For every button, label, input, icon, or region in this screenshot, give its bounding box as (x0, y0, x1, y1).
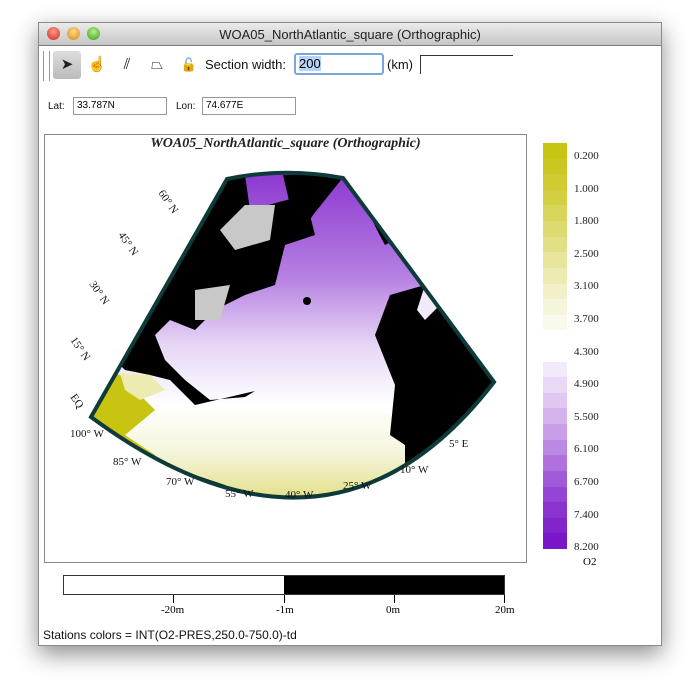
lon-label-10w: 10° W (400, 464, 429, 476)
toolbar-grip[interactable] (43, 51, 50, 81)
colorbar-swatch (543, 502, 567, 519)
colorbar-swatch (543, 377, 567, 394)
ruler-icon[interactable]: ⫽ (123, 56, 131, 73)
toolbar: ➤ ☝ ⫽ ⏢ 🔓 Section width: 200 (km) (43, 49, 653, 83)
colorbar-swatch (543, 439, 567, 456)
lat-label: Lat: (48, 101, 65, 112)
scale-ticks: -20m -1m 0m 20m (39, 595, 663, 625)
scale-bar (63, 575, 505, 595)
app-window: WOA05_NorthAtlantic_square (Orthographic… (38, 22, 662, 646)
colorbar-swatch (543, 361, 567, 378)
colorbar-label: 6.100 (574, 443, 599, 456)
colorbar-swatch (543, 424, 567, 441)
colorbar-label: 2.500 (574, 247, 599, 260)
zoom-button[interactable] (87, 27, 100, 40)
map-panel[interactable]: WOA05_NorthAtlantic_square (Orthographic… (44, 134, 527, 563)
lon-label-5e: 5° E (449, 438, 469, 450)
lon-label: Lon: (176, 101, 196, 112)
map-title: WOA05_NorthAtlantic_square (Orthographic… (150, 136, 421, 151)
colorbar-swatch (543, 408, 567, 425)
lon-label-25w: 25° W (343, 480, 372, 492)
colorbar-swatch (543, 299, 567, 316)
scale-tick-neg1: -1m (276, 604, 294, 616)
select-arrow-icon[interactable]: ➤ (53, 51, 81, 79)
colorbar-swatch (543, 236, 567, 253)
gulf-of-mexico (120, 373, 165, 400)
lat-label-eq: EQ (68, 392, 86, 411)
hand-pan-icon[interactable]: ☝ (87, 56, 107, 73)
colorbar-label: 4.900 (574, 378, 599, 391)
colorbar-swatch (543, 267, 567, 285)
status-text: Stations colors = INT(O2-PRES,250.0-750.… (43, 628, 297, 642)
labrador-coast (220, 205, 275, 250)
lon-label-70w: 70° W (166, 476, 195, 488)
lon-field[interactable]: 74.677E (202, 97, 296, 115)
close-button[interactable] (47, 27, 60, 40)
colorbar-swatch (543, 330, 567, 347)
extra-input[interactable] (420, 55, 513, 74)
scale-tick-mark (284, 595, 285, 603)
lon-label-55w: 55° W (225, 488, 254, 500)
colorbar-label: 8.200 (574, 541, 599, 554)
colorbar-swatch (543, 392, 567, 409)
greenland-land (283, 175, 345, 230)
map-frame (88, 170, 497, 500)
scale-tick-mark (504, 595, 505, 603)
colorbar-label: 3.700 (574, 313, 599, 325)
section-width-input[interactable]: 200 (294, 53, 384, 75)
station-marker[interactable] (303, 297, 311, 305)
title-bar: WOA05_NorthAtlantic_square (Orthographic… (39, 23, 661, 46)
colorbar-label: 3.100 (574, 280, 599, 293)
minimize-button[interactable] (67, 27, 80, 40)
lat-label-15n: 15° N (68, 335, 93, 363)
colorbar-label: 6.700 (574, 476, 599, 488)
colorbar-swatch (543, 252, 567, 269)
km-unit-label: (km) (387, 57, 413, 72)
scale-tick-20: 20m (495, 604, 515, 616)
scale-tick-neg20: -20m (161, 604, 185, 616)
lat-label-30n: 30° N (87, 279, 112, 307)
colorbar-label: 7.400 (574, 508, 599, 521)
colorbar-swatch (543, 174, 567, 191)
colorbar-label: 4.300 (574, 345, 599, 358)
colorbar-swatch (543, 189, 567, 206)
colorbar-swatch (543, 314, 567, 331)
polygon-icon[interactable]: ⏢ (150, 56, 163, 73)
colorbar-swatch (543, 143, 567, 160)
scale-tick-mark (173, 595, 174, 603)
section-width-value: 200 (299, 56, 321, 71)
colorbar (543, 143, 567, 550)
lon-label-100w: 100° W (70, 428, 104, 440)
colorbar-swatch (543, 205, 567, 222)
scale-tick-mark (394, 595, 395, 603)
window-title: WOA05_NorthAtlantic_square (Orthographic… (219, 27, 481, 42)
colorbar-swatch (543, 158, 567, 175)
colorbar-swatch (543, 486, 567, 503)
lon-label-85w: 85° W (113, 456, 142, 468)
section-width-label: Section width: (205, 57, 286, 72)
colorbar-swatch (543, 283, 567, 300)
lat-label-60n: 60° N (156, 188, 181, 216)
colorbar-swatch (543, 517, 567, 534)
coast-gray (195, 285, 230, 320)
colorbar-swatch (543, 470, 567, 488)
map-canvas[interactable]: 60° N 45° N 30° N 15° N EQ 100° W 85° W … (45, 135, 528, 564)
colorbar-label: 0.200 (574, 150, 599, 162)
lon-label-40w: 40° W (285, 489, 314, 501)
colorbar-swatch (543, 346, 567, 363)
colorbar-label: 5.500 (574, 410, 599, 423)
colorbar-label: 1.000 (574, 182, 599, 195)
lat-field[interactable]: 33.787N (73, 97, 167, 115)
colorbar-label: 1.800 (574, 215, 599, 228)
lock-icon[interactable]: 🔓 (180, 57, 198, 72)
colorbar-swatch (543, 455, 567, 472)
scale-tick-0: 0m (386, 604, 401, 616)
colorbar-swatch (543, 221, 567, 238)
colorbar-swatch (543, 533, 567, 550)
europe-africa-land (375, 195, 494, 498)
colorbar-variable: O2 (583, 556, 597, 568)
lat-label-45n: 45° N (116, 230, 141, 258)
